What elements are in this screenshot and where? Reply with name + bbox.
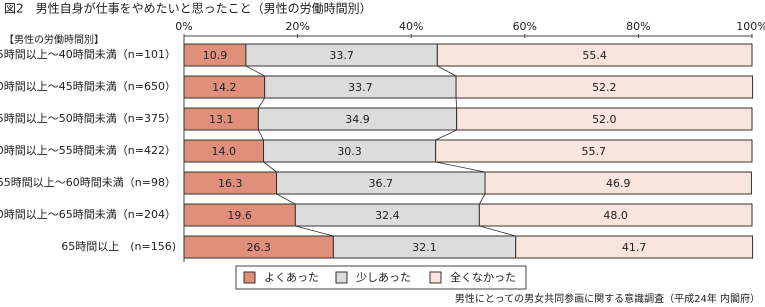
- legend-label: よくあった: [264, 271, 319, 284]
- legend-swatch: [243, 271, 256, 284]
- legend-swatch: [335, 271, 348, 284]
- data-label: 55.4: [582, 49, 607, 62]
- y-tick-label: 35時間以上～40時間未満（n=101）: [0, 48, 176, 61]
- x-tick-label: 80%: [626, 20, 650, 33]
- data-label: 32.4: [375, 209, 400, 222]
- legend-label: 全くなかった: [450, 270, 516, 284]
- x-tick-label: 40%: [399, 20, 423, 33]
- x-tick-label: 20%: [285, 20, 309, 33]
- connector-line: [245, 65, 265, 77]
- connector-line: [276, 193, 296, 205]
- connector-line: [455, 97, 458, 109]
- connector-line: [479, 225, 516, 237]
- data-label: 14.2: [212, 81, 237, 94]
- data-label: 19.6: [227, 209, 252, 222]
- data-label: 52.2: [592, 81, 617, 94]
- connector-line: [435, 129, 457, 141]
- y-tick-label: 60時間以上～65時間未満（n=204）: [0, 208, 176, 221]
- connector-line: [437, 65, 457, 77]
- bar-segment: [435, 139, 753, 163]
- data-label: 36.7: [369, 177, 394, 190]
- bar-segment: [456, 107, 753, 131]
- data-label: 33.7: [329, 49, 354, 62]
- data-label: 30.3: [337, 145, 362, 158]
- x-tick-label: 0%: [175, 20, 192, 33]
- x-tick-label: 60%: [513, 20, 537, 33]
- data-label: 55.7: [582, 145, 607, 158]
- bar-segment: [515, 235, 754, 259]
- axis-label: 【男性の労働時間別】: [4, 33, 104, 46]
- bar-segment: [455, 75, 754, 99]
- data-label: 41.7: [622, 241, 647, 254]
- data-label: 26.3: [246, 241, 271, 254]
- y-tick-label: 40時間以上～45時間未満（n=650）: [0, 80, 176, 93]
- data-label: 46.9: [606, 177, 631, 190]
- data-label: 32.1: [412, 241, 437, 254]
- y-tick-label: 55時間以上～60時間未満（n=98）: [0, 176, 176, 189]
- data-label: 13.1: [209, 113, 234, 126]
- data-label: 52.0: [592, 113, 617, 126]
- connector-line: [258, 97, 265, 109]
- data-label: 10.9: [203, 49, 228, 62]
- legend-label: 少しあった: [356, 271, 411, 284]
- data-label: 34.9: [345, 113, 370, 126]
- connector-line: [479, 193, 486, 205]
- y-tick-label: 65時間以上 (n=156): [61, 240, 176, 253]
- data-label: 48.0: [603, 209, 628, 222]
- y-tick-label: 45時間以上～50時間未満（n=375）: [0, 112, 176, 125]
- y-tick-label: 50時間以上～55時間未満（n=422）: [0, 144, 176, 157]
- source-note: 男性にとっての男女共同参画に関する意識調査（平成24年 内閣府）: [455, 292, 760, 305]
- legend-swatch: [429, 271, 442, 284]
- connector-line: [258, 129, 264, 141]
- chart-title: 図2 男性自身が仕事をやめたいと思ったこと（男性の労働時間別）: [4, 1, 372, 16]
- data-label: 14.0: [212, 145, 237, 158]
- legend-box: [235, 265, 527, 290]
- x-tick-label: 100%: [736, 20, 765, 33]
- connector-line: [263, 161, 277, 173]
- bar-segment: [478, 203, 753, 227]
- bar-segment: [436, 43, 753, 67]
- bar-segment: [484, 171, 752, 195]
- data-label: 33.7: [348, 81, 373, 94]
- connector-line: [435, 161, 486, 173]
- data-label: 16.3: [218, 177, 243, 190]
- connector-line: [295, 225, 334, 237]
